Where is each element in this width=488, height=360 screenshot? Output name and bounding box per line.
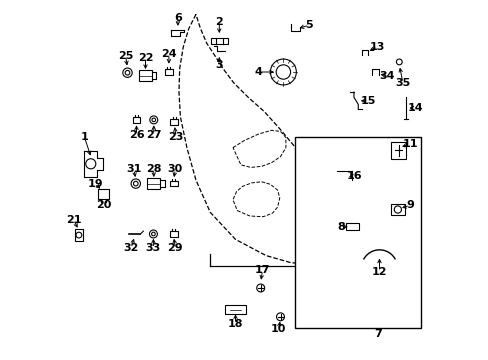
Bar: [170, 119, 178, 125]
Bar: [164, 69, 172, 75]
Text: 29: 29: [167, 243, 183, 253]
Text: 8: 8: [337, 222, 345, 232]
Text: 5: 5: [305, 20, 312, 30]
Text: 14: 14: [407, 103, 423, 113]
Bar: [169, 181, 177, 186]
Text: 19: 19: [87, 179, 102, 189]
Bar: [75, 229, 83, 241]
Text: 31: 31: [126, 164, 142, 174]
Bar: [169, 231, 177, 237]
Text: 17: 17: [254, 265, 270, 275]
Text: 10: 10: [270, 324, 286, 334]
Text: 23: 23: [168, 132, 183, 142]
Text: 33: 33: [145, 243, 161, 253]
Text: 1: 1: [80, 132, 88, 142]
Text: 35: 35: [394, 78, 410, 88]
Text: 7: 7: [373, 329, 381, 339]
Bar: [346, 223, 358, 230]
Bar: [132, 117, 140, 123]
Bar: [225, 305, 245, 314]
Text: 20: 20: [96, 200, 112, 210]
Text: 3: 3: [215, 60, 223, 70]
Text: 2: 2: [215, 17, 223, 27]
Text: 18: 18: [227, 319, 243, 329]
Text: 12: 12: [371, 267, 386, 277]
Bar: [98, 189, 109, 199]
Text: 9: 9: [406, 200, 413, 210]
Text: 27: 27: [146, 130, 161, 140]
Text: 4: 4: [254, 67, 263, 77]
Text: 16: 16: [346, 171, 362, 181]
Text: 26: 26: [128, 130, 144, 140]
Bar: [390, 204, 404, 215]
Text: 22: 22: [138, 53, 153, 63]
Text: 6: 6: [174, 13, 182, 23]
Text: 32: 32: [123, 243, 139, 253]
Text: 25: 25: [118, 51, 133, 61]
Bar: [294, 137, 420, 328]
Text: 21: 21: [65, 215, 81, 225]
Text: 34: 34: [378, 71, 394, 81]
Text: 15: 15: [360, 96, 376, 106]
Bar: [210, 38, 227, 44]
Bar: [390, 142, 405, 159]
Text: 13: 13: [369, 42, 385, 52]
Text: 28: 28: [146, 164, 161, 174]
Bar: [139, 70, 152, 81]
Text: 30: 30: [167, 164, 183, 174]
Text: 11: 11: [402, 139, 417, 149]
Text: 24: 24: [161, 49, 176, 59]
Bar: [147, 178, 160, 189]
